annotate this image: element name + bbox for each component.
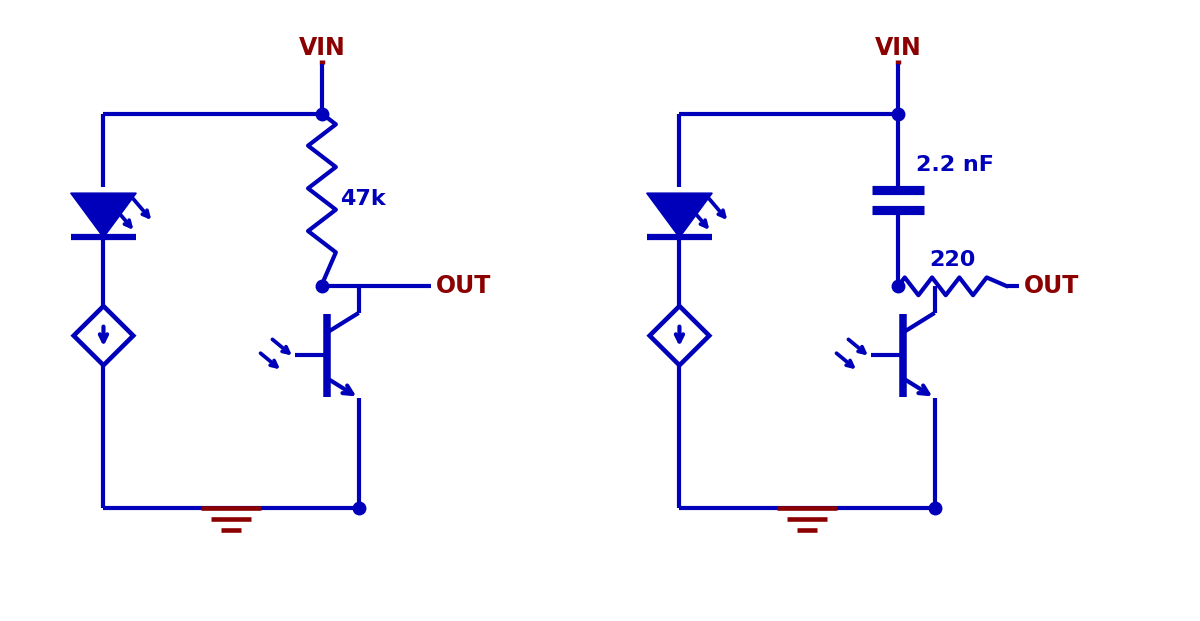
Text: 2.2 nF: 2.2 nF	[916, 155, 994, 176]
Polygon shape	[647, 193, 713, 237]
Polygon shape	[71, 193, 137, 237]
Text: 47k: 47k	[340, 189, 385, 209]
Text: OUT: OUT	[1024, 274, 1080, 298]
Text: OUT: OUT	[436, 274, 492, 298]
Text: VIN: VIN	[875, 37, 922, 60]
Text: 220: 220	[929, 250, 976, 270]
Text: VIN: VIN	[299, 37, 346, 60]
